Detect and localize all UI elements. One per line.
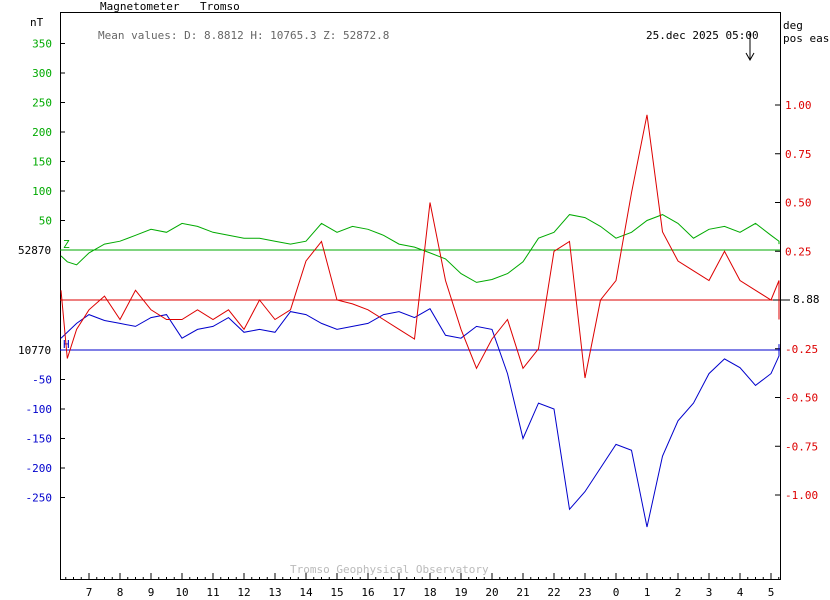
left-tick-label: 50 [39, 215, 52, 228]
mean-values-readout: Mean values: D: 8.8812 H: 10765.3 Z: 528… [98, 29, 389, 42]
x-tick-label: 18 [423, 586, 436, 599]
left-tick-label: 350 [32, 38, 52, 51]
d-base-label: 8.88 [793, 293, 820, 306]
left-tick-label: 300 [32, 67, 52, 80]
x-tick-label: 0 [613, 586, 620, 599]
h-base-label: 10770 [18, 344, 51, 357]
x-tick-label: 16 [361, 586, 374, 599]
arrow-down-icon [745, 32, 755, 62]
series-layer [60, 114, 790, 528]
x-tick-label: 3 [706, 586, 713, 599]
right-tick-label: -0.75 [785, 440, 818, 453]
x-tick-label: 12 [237, 586, 250, 599]
x-tick-label: 19 [454, 586, 467, 599]
right-tick-label: -0.50 [785, 392, 818, 405]
left-tick-label: 250 [32, 97, 52, 110]
x-tick-label: 2 [675, 586, 682, 599]
x-tick-label: 8 [117, 586, 124, 599]
ticks-layer: 35030025020015010050-50-100-150-200-2501… [26, 38, 819, 600]
observatory-credit: Tromso Geophysical Observatory [290, 563, 489, 576]
x-tick-label: 10 [175, 586, 188, 599]
right-tick-label: 0.50 [785, 197, 812, 210]
x-tick-label: 4 [737, 586, 744, 599]
timestamp-label: 25.dec 2025 05:00 [646, 29, 759, 42]
x-tick-label: 7 [86, 586, 93, 599]
right-tick-label: 0.75 [785, 148, 812, 161]
x-tick-label: 5 [768, 586, 775, 599]
right-tick-label: 0.25 [785, 245, 812, 258]
series-h-line [60, 308, 780, 528]
left-axis-unit: nT [30, 16, 44, 29]
left-tick-label: 150 [32, 156, 52, 169]
left-tick-label: 200 [32, 126, 52, 139]
instrument-title: Magnetometer [100, 0, 180, 13]
x-tick-label: 9 [148, 586, 155, 599]
x-tick-label: 1 [644, 586, 651, 599]
z-base-label: 52870 [18, 244, 51, 257]
series-d-line [60, 114, 780, 379]
right-tick-label: -0.25 [785, 343, 818, 356]
x-tick-label: 13 [268, 586, 281, 599]
left-tick-label: 100 [32, 185, 52, 198]
x-tick-label: 17 [392, 586, 405, 599]
left-tick-label: -100 [26, 403, 53, 416]
x-tick-label: 22 [547, 586, 560, 599]
station-title: Tromso [200, 0, 240, 13]
right-axis-unit2: pos east [783, 32, 830, 45]
x-tick-label: 20 [485, 586, 498, 599]
right-axis-unit: deg [783, 19, 803, 32]
x-tick-label: 11 [206, 586, 219, 599]
z-marker: Z [63, 238, 70, 251]
x-tick-label: 23 [578, 586, 591, 599]
left-tick-label: -250 [26, 492, 53, 505]
x-tick-label: 15 [330, 586, 343, 599]
left-tick-label: -150 [26, 433, 53, 446]
x-tick-label: 21 [516, 586, 529, 599]
left-tick-label: -200 [26, 462, 53, 475]
right-tick-label: 1.00 [785, 99, 812, 112]
series-z-line [60, 214, 780, 283]
plot-frame [60, 12, 781, 580]
right-tick-label: -1.00 [785, 489, 818, 502]
left-tick-label: -50 [32, 374, 52, 387]
x-tick-label: 14 [299, 586, 313, 599]
